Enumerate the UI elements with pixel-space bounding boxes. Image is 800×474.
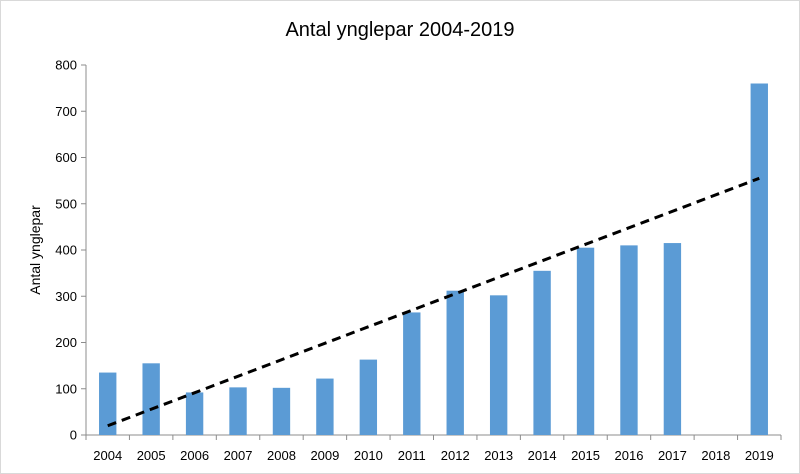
bar — [663, 243, 682, 435]
bar — [576, 247, 595, 435]
bar — [489, 295, 508, 435]
x-tick-label: 2013 — [484, 448, 513, 463]
y-tick-label: 700 — [55, 104, 77, 119]
y-tick-label: 400 — [55, 243, 77, 258]
x-tick-label: 2016 — [615, 448, 644, 463]
x-tick-label: 2004 — [93, 448, 122, 463]
x-tick-label: 2018 — [701, 448, 730, 463]
x-tick-label: 2005 — [137, 448, 166, 463]
bar — [359, 359, 378, 435]
x-tick-label: 2006 — [180, 448, 209, 463]
y-tick-label: 100 — [55, 381, 77, 396]
y-tick-label: 300 — [55, 289, 77, 304]
x-tick-label: 2007 — [224, 448, 253, 463]
y-tick-label: 200 — [55, 335, 77, 350]
x-tick-label: 2012 — [441, 448, 470, 463]
x-tick-label: 2008 — [267, 448, 296, 463]
bar — [142, 363, 160, 435]
y-tick-label: 0 — [70, 428, 77, 443]
bar — [99, 372, 117, 435]
bar — [446, 290, 464, 435]
x-tick-label: 2015 — [571, 448, 600, 463]
x-tick-label: 2014 — [528, 448, 557, 463]
bar — [229, 387, 247, 435]
trendline — [107, 176, 760, 428]
axes: 0 100 200 300 400 500 600 700 800 2004 2005 2006 200… — [55, 58, 782, 463]
bar — [316, 378, 334, 435]
x-tick-label: 2017 — [658, 448, 687, 463]
x-tick-label: 2010 — [354, 448, 383, 463]
bar — [620, 245, 638, 435]
x-tick-label: 2011 — [398, 448, 426, 463]
bar — [272, 387, 291, 435]
x-tick-label: 2009 — [310, 448, 339, 463]
chart-title: Antal ynglepar 2004-2019 — [285, 19, 515, 41]
trendline-group — [107, 176, 760, 428]
y-tick-label: 500 — [55, 196, 77, 211]
x-tick-label: 2019 — [745, 448, 774, 463]
bar — [750, 83, 768, 435]
y-axis-label: Antal ynglepar — [27, 205, 43, 295]
bar — [185, 392, 204, 435]
bar — [403, 312, 421, 435]
bars — [99, 83, 768, 435]
y-tick-label: 600 — [55, 150, 77, 165]
y-tick-label: 800 — [55, 58, 77, 73]
bar — [533, 270, 551, 435]
